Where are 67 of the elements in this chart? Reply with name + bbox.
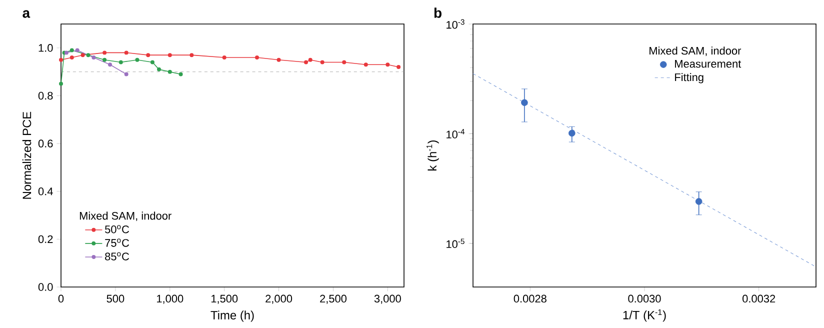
point (157, 67, 161, 72)
point (70, 48, 74, 52)
y-tick-label: 0.6 (38, 140, 53, 148)
point (178, 72, 183, 76)
chart-title: b (434, 8, 442, 18)
legend-label: Fitting (675, 73, 704, 84)
x-tick-label: 0.0032 (742, 294, 776, 303)
x-tick-label: 500 (106, 294, 124, 303)
x-tick-label: 2,500 (320, 294, 346, 304)
x-tick-label: 3,000 (374, 294, 401, 304)
point (568, 130, 576, 137)
y-tick-label: 0.8 (38, 92, 53, 100)
x-axis-title: Time (h) (210, 310, 254, 322)
x-tick-label: 1,000 (157, 294, 184, 304)
point (222, 55, 226, 60)
point (150, 60, 154, 64)
y-tick-label: 0.0 (38, 283, 53, 291)
y-tick-label: 10$^{-4}$ (446, 129, 465, 138)
point (396, 65, 401, 70)
legend-title: Mixed SAM, indoor (80, 212, 172, 221)
point (190, 53, 194, 58)
point (146, 53, 150, 58)
point (320, 60, 324, 64)
point (118, 60, 123, 64)
y-tick-label: 10$^{-3}$ (446, 19, 464, 29)
y-axis-title: k (h$^{-1}$) (426, 140, 439, 170)
point (102, 50, 107, 55)
point (124, 50, 128, 55)
x-axis-title: 1/T (K$^{-1}$) (623, 309, 666, 322)
point (304, 60, 308, 64)
legend-label: 50$^{o}$C (105, 225, 130, 234)
point (695, 198, 702, 205)
y-tick-label: 0.2 (38, 235, 53, 244)
x-tick-label: 2,000 (266, 294, 292, 304)
point (168, 53, 172, 58)
y-tick-label: 1.0 (38, 44, 53, 52)
point (276, 58, 281, 62)
point (386, 62, 390, 67)
point (75, 48, 80, 52)
point (308, 58, 312, 62)
chart-title: a (22, 10, 30, 18)
point (124, 72, 128, 76)
point (59, 58, 63, 62)
point (108, 62, 112, 67)
point (135, 58, 140, 62)
point (364, 62, 368, 67)
point (70, 55, 74, 60)
x-tick-label: 1,500 (211, 294, 238, 304)
point (80, 53, 85, 58)
legend-label: 85$^{o}$C (105, 252, 130, 260)
point (342, 60, 346, 64)
x-tick-label: 0.0028 (514, 294, 546, 303)
point (86, 53, 90, 58)
point (255, 55, 260, 60)
legend-label: 75$^{o}$C (105, 238, 130, 247)
x-tick-label: 0.0030 (628, 294, 661, 303)
point (102, 58, 107, 62)
y-tick-label: 0.4 (38, 187, 53, 196)
point (521, 99, 528, 106)
point (92, 55, 96, 60)
y-axis-title: Normalized PCE (22, 112, 32, 199)
legend-title: Mixed SAM, indoor (650, 46, 742, 56)
x-tick-label: 0 (58, 294, 64, 303)
point (168, 70, 172, 74)
y-tick-label: 10$^{-5}$ (446, 238, 464, 248)
point (59, 82, 63, 86)
legend-label: Measurement (675, 60, 742, 68)
